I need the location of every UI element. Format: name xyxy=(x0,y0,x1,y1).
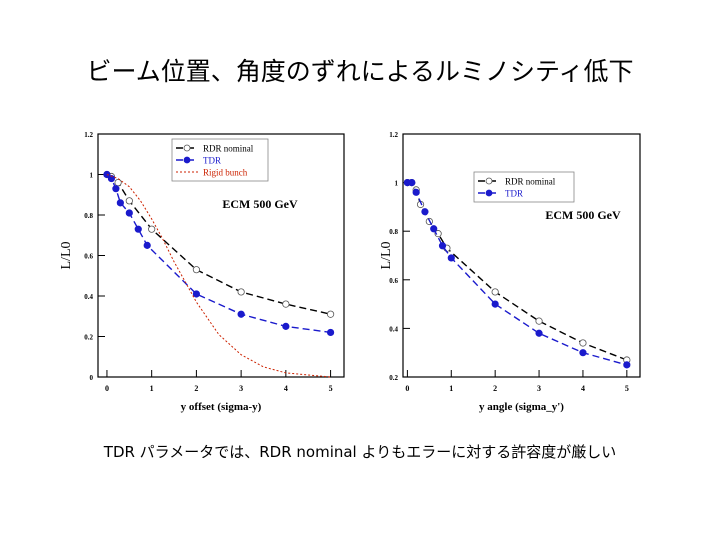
data-point xyxy=(326,310,335,318)
data-point xyxy=(282,300,290,308)
data-point xyxy=(412,188,420,196)
data-point xyxy=(447,254,455,262)
data-point xyxy=(143,241,151,249)
plot-frame xyxy=(402,133,641,378)
legend-label: TDR xyxy=(203,156,221,166)
x-tick-label: 2 xyxy=(194,384,198,393)
y-tick-label: 1.2 xyxy=(84,131,93,139)
y-tick-label: 1.2 xyxy=(389,131,398,139)
legend-marker xyxy=(485,189,493,197)
series-line-rdr-nominal xyxy=(407,181,628,361)
x-tick-label: 2 xyxy=(493,384,497,393)
y-tick-label: 0.4 xyxy=(389,325,398,333)
x-tick-label: 4 xyxy=(581,384,585,393)
data-point xyxy=(579,349,587,357)
legend-label: RDR nominal xyxy=(505,177,556,187)
data-point xyxy=(430,225,438,233)
legend-label: TDR xyxy=(505,189,523,199)
y-tick-label: 0.6 xyxy=(389,277,398,285)
x-tick-label: 4 xyxy=(284,384,288,393)
y-tick-label: 1 xyxy=(395,180,399,188)
data-point xyxy=(192,266,200,274)
y-tick-label: 0.6 xyxy=(84,253,93,261)
data-point xyxy=(112,185,120,193)
x-axis-label: y offset (sigma-y) xyxy=(181,401,262,413)
y-axis-label: L/L0 xyxy=(379,242,394,270)
data-point xyxy=(125,209,133,217)
x-axis-label: y angle (sigma_y') xyxy=(479,401,564,413)
y-tick-label: 0.2 xyxy=(389,374,398,382)
chart-title: ECM 500 GeV xyxy=(545,208,621,222)
data-point xyxy=(438,242,447,250)
data-point xyxy=(491,300,499,308)
x-tick-label: 0 xyxy=(405,384,409,393)
y-tick-label: 1 xyxy=(90,172,94,180)
data-point xyxy=(134,225,142,233)
data-point xyxy=(535,329,543,337)
y-axis-label: L/L0 xyxy=(59,242,74,270)
series-line-tdr xyxy=(106,173,331,334)
data-point xyxy=(237,310,245,318)
data-point xyxy=(408,179,416,187)
y-tick-label: 0.8 xyxy=(389,228,398,236)
legend-label: Rigid bunch xyxy=(203,168,248,178)
data-point xyxy=(421,208,429,216)
x-tick-label: 1 xyxy=(150,384,154,393)
data-point xyxy=(282,322,290,330)
data-point xyxy=(237,288,245,296)
legend-marker xyxy=(183,156,191,164)
slide-title: ビーム位置、角度のずれによるルミノシティ低下 xyxy=(86,57,634,86)
data-point xyxy=(107,174,116,183)
slide-caption: TDR パラメータでは、RDR nominal よりもエラーに対する許容度が厳し… xyxy=(103,443,617,461)
data-point xyxy=(491,288,499,296)
series-line-rigid-bunch xyxy=(106,174,331,378)
legend-marker xyxy=(485,177,493,185)
chart-title: ECM 500 GeV xyxy=(222,197,298,211)
y-tick-label: 0.2 xyxy=(84,334,93,342)
y-tick-label: 0 xyxy=(90,374,94,382)
data-point xyxy=(114,179,122,187)
legend-marker xyxy=(183,144,191,152)
data-point xyxy=(192,290,200,298)
x-tick-label: 3 xyxy=(239,384,243,393)
data-point xyxy=(148,225,156,233)
x-tick-label: 5 xyxy=(625,384,629,393)
x-tick-label: 0 xyxy=(105,384,109,393)
data-point xyxy=(535,317,543,325)
x-tick-label: 5 xyxy=(329,384,333,393)
x-tick-label: 1 xyxy=(449,384,453,393)
data-point xyxy=(116,199,124,207)
legend-label: RDR nominal xyxy=(203,144,254,154)
y-tick-label: 0.4 xyxy=(84,293,93,301)
data-point xyxy=(434,230,442,238)
x-tick-label: 3 xyxy=(537,384,541,393)
data-point xyxy=(579,339,587,347)
y-tick-label: 0.8 xyxy=(84,212,93,220)
legend-box xyxy=(473,171,575,203)
data-point xyxy=(326,328,335,337)
data-point xyxy=(125,197,133,205)
data-point xyxy=(623,361,631,369)
